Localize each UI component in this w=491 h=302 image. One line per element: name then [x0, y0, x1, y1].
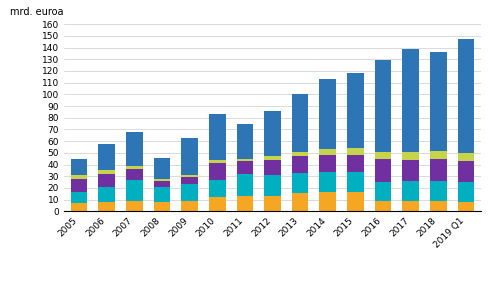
Bar: [292, 193, 308, 211]
Bar: [264, 156, 281, 160]
Bar: [71, 191, 87, 203]
Bar: [237, 159, 253, 161]
Bar: [181, 175, 198, 178]
Bar: [98, 174, 115, 187]
Bar: [154, 158, 170, 179]
Bar: [264, 160, 281, 175]
Bar: [375, 182, 391, 201]
Bar: [347, 155, 364, 172]
Bar: [181, 185, 198, 201]
Bar: [264, 196, 281, 211]
Bar: [430, 181, 447, 201]
Bar: [403, 152, 419, 160]
Bar: [403, 201, 419, 211]
Bar: [458, 39, 474, 153]
Bar: [430, 159, 447, 181]
Bar: [430, 150, 447, 159]
Bar: [71, 175, 87, 179]
Bar: [237, 196, 253, 211]
Bar: [264, 175, 281, 196]
Bar: [458, 202, 474, 211]
Bar: [347, 73, 364, 148]
Bar: [320, 79, 336, 149]
Text: mrd. euroa: mrd. euroa: [10, 7, 63, 17]
Bar: [403, 49, 419, 152]
Bar: [458, 153, 474, 161]
Bar: [375, 60, 391, 152]
Bar: [320, 149, 336, 155]
Bar: [458, 161, 474, 182]
Bar: [98, 187, 115, 202]
Bar: [71, 179, 87, 191]
Bar: [98, 143, 115, 170]
Bar: [264, 111, 281, 156]
Bar: [237, 124, 253, 159]
Bar: [320, 191, 336, 211]
Bar: [209, 160, 225, 163]
Bar: [347, 148, 364, 155]
Bar: [209, 163, 225, 180]
Bar: [403, 160, 419, 181]
Bar: [154, 187, 170, 202]
Bar: [430, 201, 447, 211]
Bar: [375, 152, 391, 159]
Bar: [154, 178, 170, 181]
Bar: [181, 201, 198, 211]
Bar: [375, 201, 391, 211]
Bar: [237, 161, 253, 174]
Bar: [292, 94, 308, 152]
Bar: [181, 138, 198, 175]
Bar: [154, 202, 170, 211]
Bar: [320, 155, 336, 172]
Bar: [292, 156, 308, 173]
Bar: [126, 132, 142, 166]
Bar: [375, 159, 391, 182]
Bar: [126, 201, 142, 211]
Bar: [98, 170, 115, 174]
Bar: [71, 203, 87, 211]
Bar: [292, 173, 308, 193]
Bar: [347, 191, 364, 211]
Bar: [154, 181, 170, 187]
Bar: [98, 202, 115, 211]
Bar: [458, 182, 474, 202]
Bar: [181, 178, 198, 185]
Bar: [209, 180, 225, 198]
Bar: [237, 174, 253, 196]
Bar: [347, 172, 364, 191]
Bar: [126, 180, 142, 201]
Bar: [403, 181, 419, 201]
Bar: [292, 152, 308, 156]
Bar: [320, 172, 336, 191]
Bar: [126, 169, 142, 180]
Bar: [71, 159, 87, 175]
Bar: [430, 52, 447, 150]
Bar: [209, 114, 225, 160]
Bar: [209, 198, 225, 211]
Bar: [126, 166, 142, 169]
